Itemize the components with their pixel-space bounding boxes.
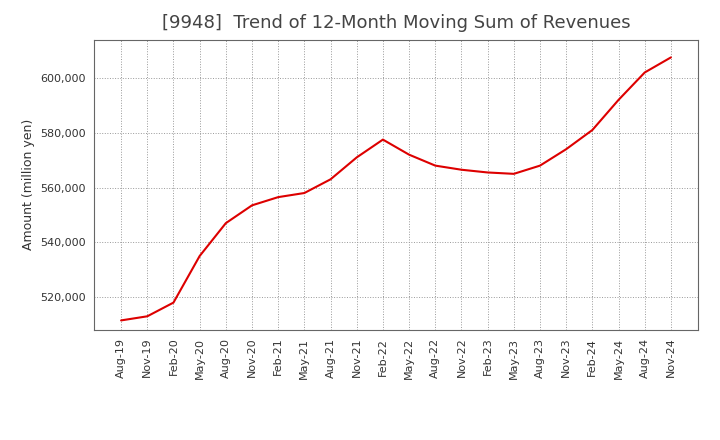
Y-axis label: Amount (million yen): Amount (million yen) [22, 119, 35, 250]
Title: [9948]  Trend of 12-Month Moving Sum of Revenues: [9948] Trend of 12-Month Moving Sum of R… [162, 15, 630, 33]
